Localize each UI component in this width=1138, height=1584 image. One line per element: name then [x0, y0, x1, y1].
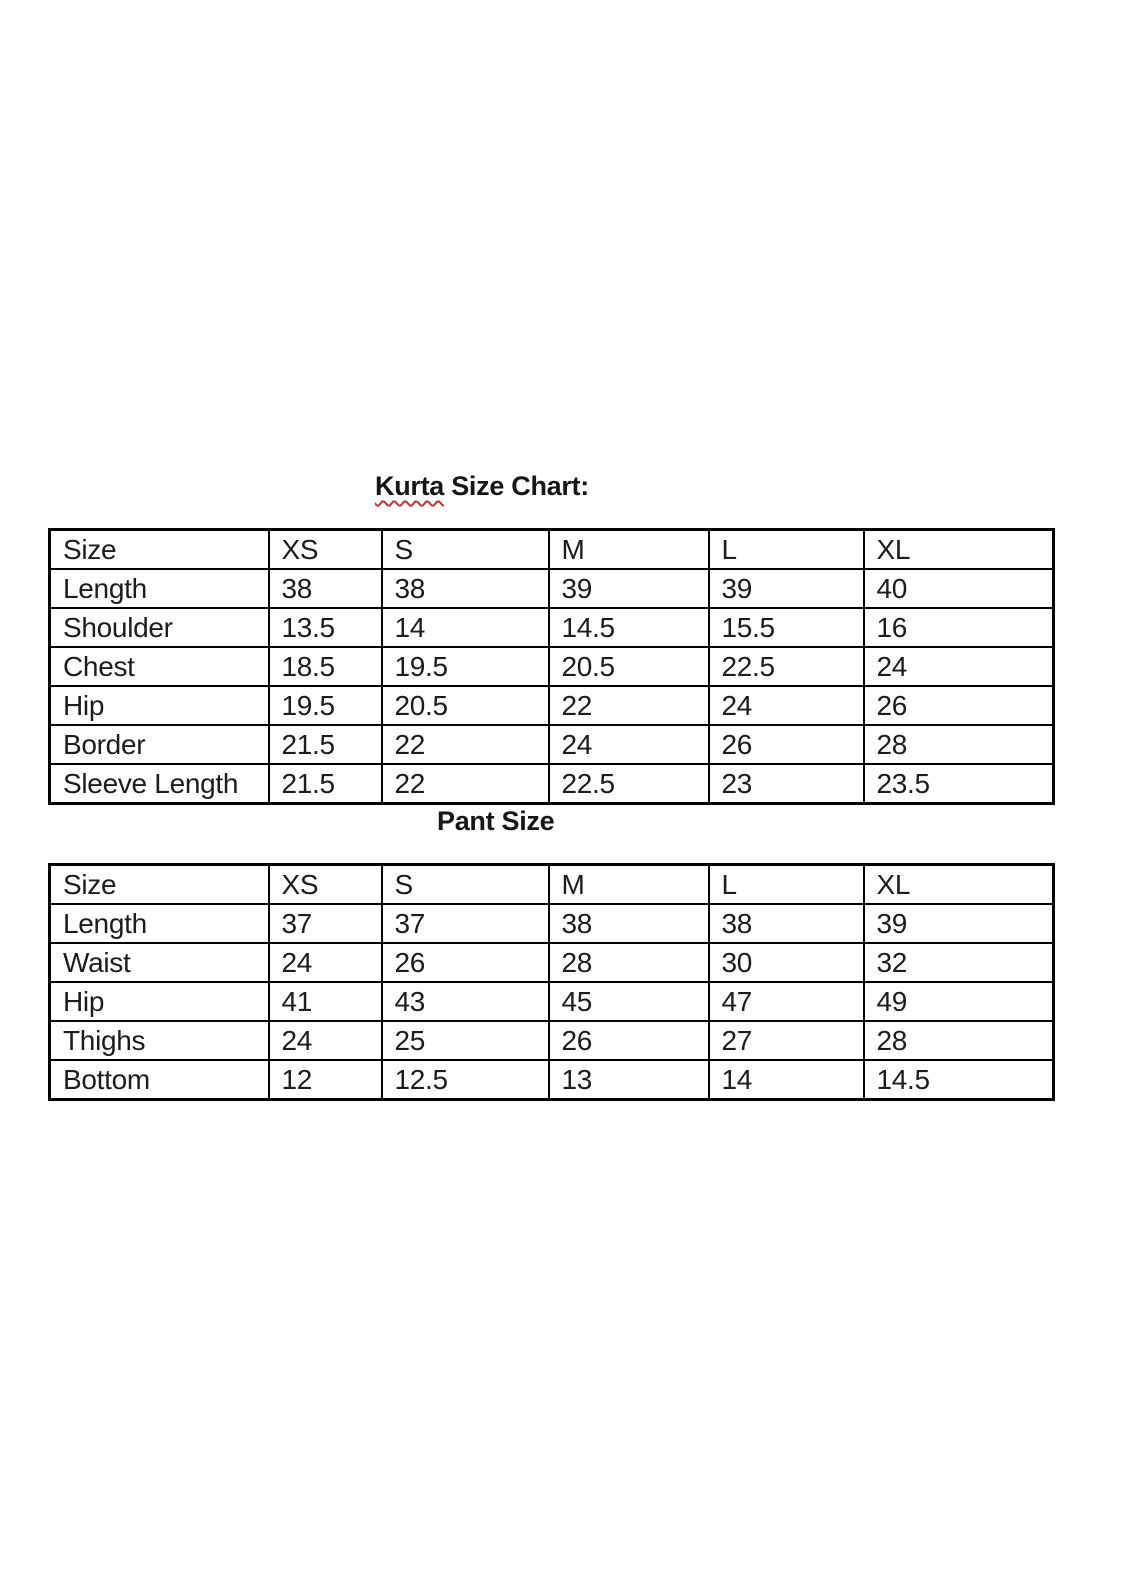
value-cell: 24 [267, 942, 383, 983]
value-cell: 25 [380, 1020, 550, 1061]
value-cell: 22.5 [707, 646, 865, 687]
value-cell: 41 [267, 981, 383, 1022]
value-cell: 39 [862, 903, 1055, 944]
value-cell: 19.5 [380, 646, 550, 687]
value-cell: 24 [707, 685, 865, 726]
row-label-cell: Hip [48, 685, 270, 726]
kurta-header-l: L [707, 528, 865, 570]
kurta-size-table: Size XS S M L XL Length 38 38 39 39 40 S… [48, 528, 1055, 805]
kurta-header-xs: XS [267, 528, 383, 570]
value-cell: 28 [862, 1020, 1055, 1061]
value-cell: 14.5 [862, 1059, 1055, 1101]
pant-row-waist: Waist 24 26 28 30 32 [48, 942, 1055, 983]
value-cell: 13 [547, 1059, 710, 1101]
value-cell: 20.5 [380, 685, 550, 726]
kurta-row-hip: Hip 19.5 20.5 22 24 26 [48, 685, 1055, 726]
value-cell: 40 [862, 568, 1055, 609]
value-cell: 12 [267, 1059, 383, 1101]
kurta-header-size: Size [48, 528, 270, 570]
row-label-cell: Chest [48, 646, 270, 687]
pant-header-xl: XL [862, 863, 1055, 905]
value-cell: 22 [380, 763, 550, 805]
value-cell: 24 [267, 1020, 383, 1061]
value-cell: 39 [547, 568, 710, 609]
value-cell: 38 [547, 903, 710, 944]
value-cell: 19.5 [267, 685, 383, 726]
value-cell: 22 [380, 724, 550, 765]
value-cell: 26 [547, 1020, 710, 1061]
row-label-cell: Waist [48, 942, 270, 983]
row-label-cell: Sleeve Length [48, 763, 270, 805]
row-label-cell: Thighs [48, 1020, 270, 1061]
pant-header-xs: XS [267, 863, 383, 905]
value-cell: 43 [380, 981, 550, 1022]
pant-header-size: Size [48, 863, 270, 905]
value-cell: 28 [862, 724, 1055, 765]
kurta-row-shoulder: Shoulder 13.5 14 14.5 15.5 16 [48, 607, 1055, 648]
value-cell: 32 [862, 942, 1055, 983]
value-cell: 37 [380, 903, 550, 944]
pant-header-m: M [547, 863, 710, 905]
kurta-header-s: S [380, 528, 550, 570]
value-cell: 16 [862, 607, 1055, 648]
value-cell: 24 [862, 646, 1055, 687]
kurta-chart-title: Kurta Size Chart: [375, 471, 589, 502]
value-cell: 22.5 [547, 763, 710, 805]
value-cell: 30 [707, 942, 865, 983]
kurta-title-rest: Size Chart: [444, 471, 589, 501]
value-cell: 27 [707, 1020, 865, 1061]
kurta-header-m: M [547, 528, 710, 570]
value-cell: 45 [547, 981, 710, 1022]
value-cell: 39 [707, 568, 865, 609]
value-cell: 12.5 [380, 1059, 550, 1101]
value-cell: 38 [380, 568, 550, 609]
pant-header-s: S [380, 863, 550, 905]
value-cell: 38 [707, 903, 865, 944]
pant-row-hip: Hip 41 43 45 47 49 [48, 981, 1055, 1022]
value-cell: 26 [862, 685, 1055, 726]
value-cell: 26 [707, 724, 865, 765]
value-cell: 20.5 [547, 646, 710, 687]
value-cell: 14.5 [547, 607, 710, 648]
row-label-cell: Length [48, 903, 270, 944]
row-label-cell: Length [48, 568, 270, 609]
pant-row-thighs: Thighs 24 25 26 27 28 [48, 1020, 1055, 1061]
value-cell: 21.5 [267, 763, 383, 805]
pant-header-l: L [707, 863, 865, 905]
value-cell: 23.5 [862, 763, 1055, 805]
kurta-row-length: Length 38 38 39 39 40 [48, 568, 1055, 609]
kurta-header-row: Size XS S M L XL [48, 528, 1055, 570]
value-cell: 18.5 [267, 646, 383, 687]
value-cell: 22 [547, 685, 710, 726]
kurta-row-chest: Chest 18.5 19.5 20.5 22.5 24 [48, 646, 1055, 687]
value-cell: 26 [380, 942, 550, 983]
row-label-cell: Shoulder [48, 607, 270, 648]
pant-row-length: Length 37 37 38 38 39 [48, 903, 1055, 944]
value-cell: 24 [547, 724, 710, 765]
row-label-cell: Hip [48, 981, 270, 1022]
pant-row-bottom: Bottom 12 12.5 13 14 14.5 [48, 1059, 1055, 1101]
row-label-cell: Border [48, 724, 270, 765]
value-cell: 21.5 [267, 724, 383, 765]
pant-size-table: Size XS S M L XL Length 37 37 38 38 39 W… [48, 863, 1055, 1101]
value-cell: 15.5 [707, 607, 865, 648]
value-cell: 23 [707, 763, 865, 805]
value-cell: 47 [707, 981, 865, 1022]
row-label-cell: Bottom [48, 1059, 270, 1101]
value-cell: 14 [707, 1059, 865, 1101]
value-cell: 37 [267, 903, 383, 944]
value-cell: 13.5 [267, 607, 383, 648]
kurta-title-word-misspelled: Kurta [375, 471, 445, 501]
value-cell: 38 [267, 568, 383, 609]
pant-header-row: Size XS S M L XL [48, 863, 1055, 905]
value-cell: 14 [380, 607, 550, 648]
value-cell: 49 [862, 981, 1055, 1022]
value-cell: 28 [547, 942, 710, 983]
kurta-header-xl: XL [862, 528, 1055, 570]
kurta-row-sleeve-length: Sleeve Length 21.5 22 22.5 23 23.5 [48, 763, 1055, 805]
kurta-row-border: Border 21.5 22 24 26 28 [48, 724, 1055, 765]
pant-size-title: Pant Size [437, 806, 555, 836]
